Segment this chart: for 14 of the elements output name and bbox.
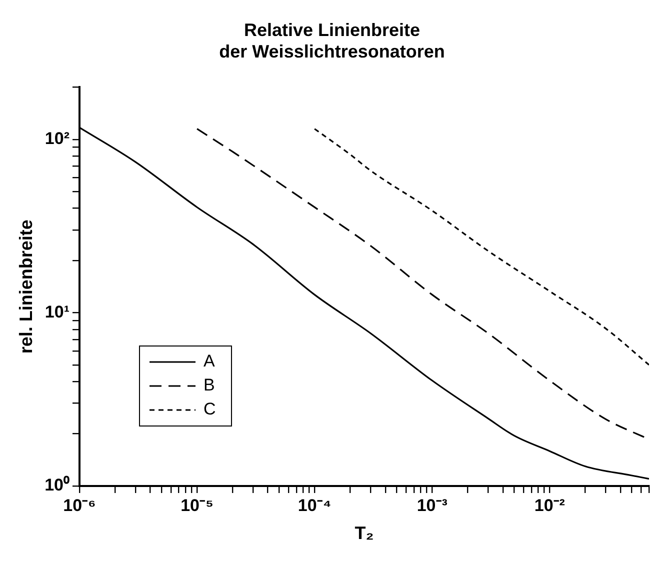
chart-title: Relative Linienbreite der Weisslichtresonatoren [219,20,445,62]
y-tick-label: 10¹ [44,302,70,322]
y-tick-label: 10² [44,129,70,148]
x-axis-title: T₂ [354,523,374,544]
legend-label: B [204,376,215,395]
legend-label: C [204,400,216,419]
y-tick-label: 10⁰ [44,476,70,495]
x-tick-label: 10⁻⁵ [180,496,214,515]
y-axis-title: rel. Linienbreite [16,220,36,354]
x-tick-label: 10⁻² [534,496,566,515]
legend-label: A [204,352,216,371]
x-tick-label: 10⁻³ [416,496,448,515]
x-tick-label: 10⁻⁴ [298,496,332,515]
x-tick-label: 10⁻⁶ [63,496,96,515]
